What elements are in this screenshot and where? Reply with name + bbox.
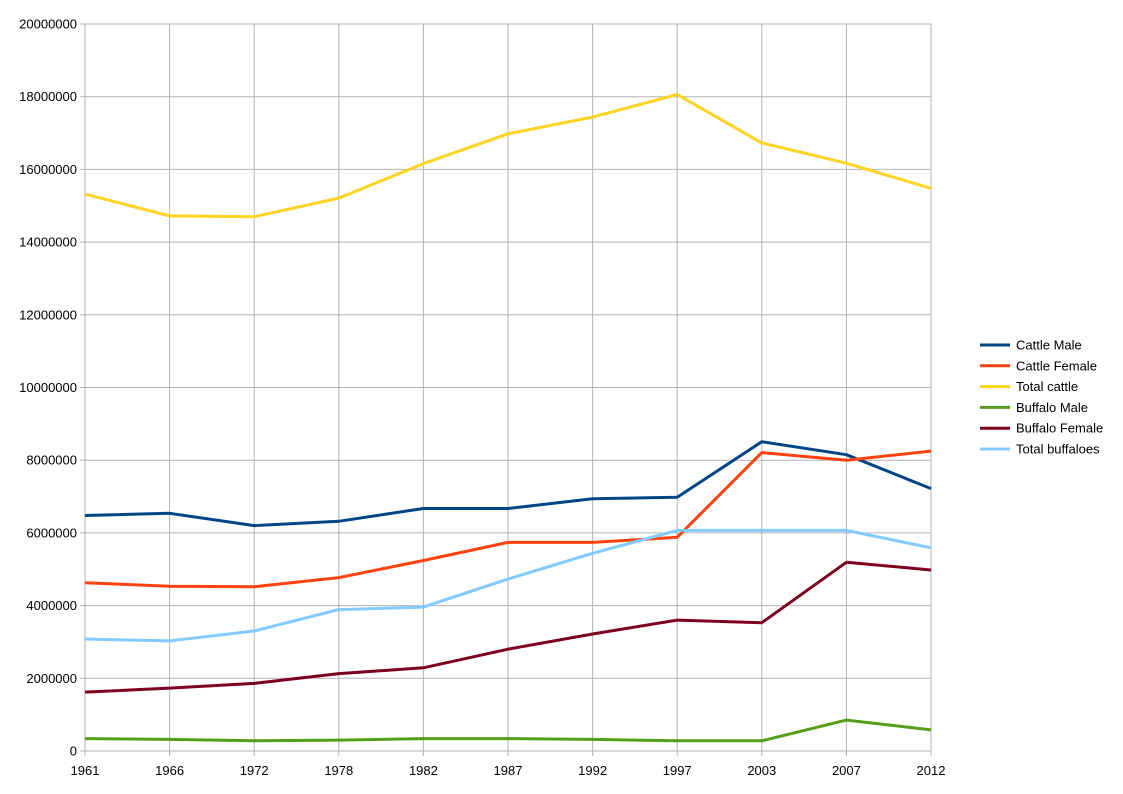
x-axis: 1961 1966 1972 1978 1982 1987 1992 1997 2003 2007… <box>71 751 946 778</box>
y-tick-label: 20000000 <box>19 17 77 32</box>
legend-item-cattle-male: Cattle Male <box>980 338 1082 353</box>
series-line-total-cattle <box>84 93 932 219</box>
legend-label: Cattle Male <box>1016 338 1082 353</box>
legend-label: Cattle Female <box>1016 358 1097 373</box>
y-tick-label: 2000000 <box>26 671 77 686</box>
series-layer <box>84 93 932 743</box>
legend-label: Buffalo Male <box>1016 400 1088 415</box>
y-tick-label: 18000000 <box>19 89 77 104</box>
y-tick-label: 10000000 <box>19 380 77 395</box>
x-tick-label: 2012 <box>917 763 946 778</box>
x-tick-label: 1961 <box>71 763 100 778</box>
x-tick-label: 1966 <box>155 763 184 778</box>
y-tick-label: 16000000 <box>19 162 77 177</box>
legend-item-total-cattle: Total cattle <box>980 379 1078 394</box>
y-tick-label: 12000000 <box>19 307 77 322</box>
legend-item-buffalo-female: Buffalo Female <box>980 421 1103 436</box>
y-tick-label: 8000000 <box>26 453 77 468</box>
legend-item-cattle-female: Cattle Female <box>980 358 1097 373</box>
y-tick-label: 4000000 <box>26 598 77 613</box>
series-line-cattle-male <box>84 440 932 528</box>
legend: Cattle Male Cattle Female Total cattle Buff… <box>980 338 1103 457</box>
legend-label: Total buffaloes <box>1016 442 1100 457</box>
series-line-cattle-female <box>84 449 932 589</box>
legend-label: Buffalo Female <box>1016 421 1103 436</box>
y-tick-label: 0 <box>70 744 77 759</box>
legend-label: Total cattle <box>1016 379 1078 394</box>
x-tick-label: 1972 <box>240 763 269 778</box>
series-line-buffalo-male <box>84 718 932 743</box>
y-tick-label: 14000000 <box>19 235 77 250</box>
x-tick-label: 2003 <box>747 763 776 778</box>
x-tick-label: 1978 <box>324 763 353 778</box>
x-tick-label: 1992 <box>578 763 607 778</box>
x-tick-label: 1987 <box>494 763 523 778</box>
y-axis: 0 2000000 4000000 6000000 8000000 10000000 120… <box>19 17 85 759</box>
series-line-total-buffaloes <box>84 528 932 643</box>
x-tick-label: 2007 <box>832 763 861 778</box>
legend-item-buffalo-male: Buffalo Male <box>980 400 1088 415</box>
legend-item-total-buffaloes: Total buffaloes <box>980 442 1100 457</box>
x-tick-label: 1997 <box>663 763 692 778</box>
x-tick-label: 1982 <box>409 763 438 778</box>
y-tick-label: 6000000 <box>26 525 77 540</box>
series-line-buffalo-female <box>84 560 932 694</box>
